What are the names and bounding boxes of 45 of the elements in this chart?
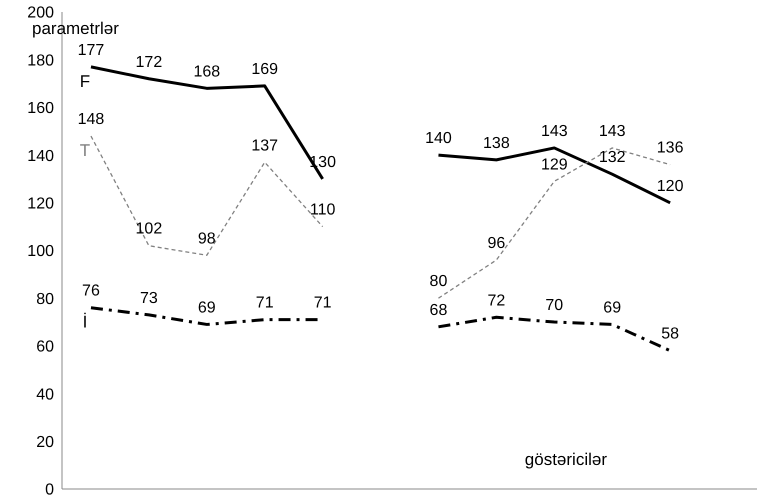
- data-label: 120: [656, 178, 684, 195]
- x-axis-title: göstəricilər: [524, 450, 608, 470]
- data-label: 140: [425, 130, 452, 148]
- series-label: İ: [82, 312, 88, 332]
- y-tick-label: 120: [27, 195, 54, 212]
- y-tick-label: 100: [27, 243, 54, 260]
- y-tick-label: 200: [27, 4, 54, 22]
- data-label: 69: [198, 299, 216, 316]
- series-label: F: [80, 72, 90, 91]
- y-tick-label: 60: [36, 338, 54, 356]
- y-tick-label: 80: [36, 290, 54, 308]
- data-label: 72: [487, 292, 506, 310]
- data-label: 70: [545, 297, 564, 314]
- data-label: 172: [136, 54, 162, 71]
- data-label: 136: [656, 140, 684, 157]
- series-label: T: [80, 141, 90, 160]
- data-label: 80: [430, 273, 448, 290]
- data-label: 71: [256, 294, 274, 312]
- data-label: 177: [78, 42, 104, 59]
- data-label: 168: [193, 63, 220, 80]
- data-label: 137: [251, 137, 278, 154]
- data-label: 68: [430, 302, 448, 319]
- data-label: 132: [598, 149, 626, 166]
- data-label: 110: [310, 202, 336, 219]
- data-label: 148: [78, 111, 104, 128]
- data-label: 169: [251, 60, 278, 78]
- data-label: 58: [661, 326, 680, 343]
- data-label: 102: [136, 220, 162, 238]
- data-label: 143: [598, 122, 626, 140]
- data-label: 138: [483, 134, 510, 152]
- y-tick-label: 40: [36, 386, 54, 404]
- y-tick-label: 0: [45, 482, 54, 499]
- data-label: 129: [540, 156, 568, 174]
- y-tick-label: 20: [36, 434, 54, 451]
- y-tick-label: 180: [27, 52, 54, 70]
- data-label: 73: [140, 290, 158, 307]
- data-label: 98: [198, 230, 216, 248]
- y-tick-label: 160: [27, 100, 54, 118]
- y-axis-title: parametrlər: [32, 19, 120, 38]
- data-label: 76: [82, 282, 100, 300]
- y-tick-label: 140: [27, 148, 54, 165]
- data-label: 96: [487, 235, 506, 252]
- data-label: 71: [314, 294, 332, 312]
- data-label: 143: [540, 122, 568, 140]
- data-label: 69: [603, 299, 622, 316]
